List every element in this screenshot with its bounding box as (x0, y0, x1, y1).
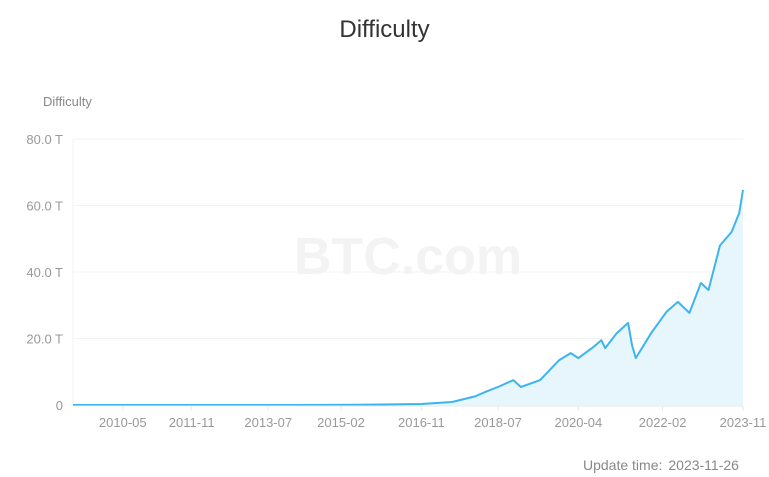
x-tick-label: 2011-11 (169, 415, 215, 430)
update-label: Update time: (583, 457, 663, 473)
x-tick-label: 2016-11 (398, 415, 445, 430)
update-time: Update time: 2023-11-26 (583, 457, 769, 473)
x-tick-label: 2013-07 (244, 415, 292, 430)
y-axis-label: Difficulty (43, 94, 92, 109)
y-tick-label: 20.0 T (26, 332, 63, 347)
x-tick-label: 2010-05 (99, 415, 147, 430)
chart-title: Difficulty (339, 16, 430, 43)
x-tick-label: 2018-07 (474, 415, 522, 430)
x-tick-label: 2020-04 (555, 415, 603, 430)
update-value: 2023-11-26 (668, 457, 739, 473)
y-tick-label: 60.0 T (26, 199, 63, 214)
y-tick-label: 40.0 T (26, 265, 63, 280)
x-tick-label: 2023-11 (720, 415, 767, 430)
y-tick-label: 80.0 T (26, 132, 63, 147)
x-tick-label: 2022-02 (639, 415, 687, 430)
y-tick-label: 0 (56, 398, 63, 413)
difficulty-line (73, 189, 744, 406)
area-fill (73, 189, 743, 405)
x-tick-label: 2015-02 (317, 415, 365, 430)
watermark: BTC.com (294, 228, 522, 286)
